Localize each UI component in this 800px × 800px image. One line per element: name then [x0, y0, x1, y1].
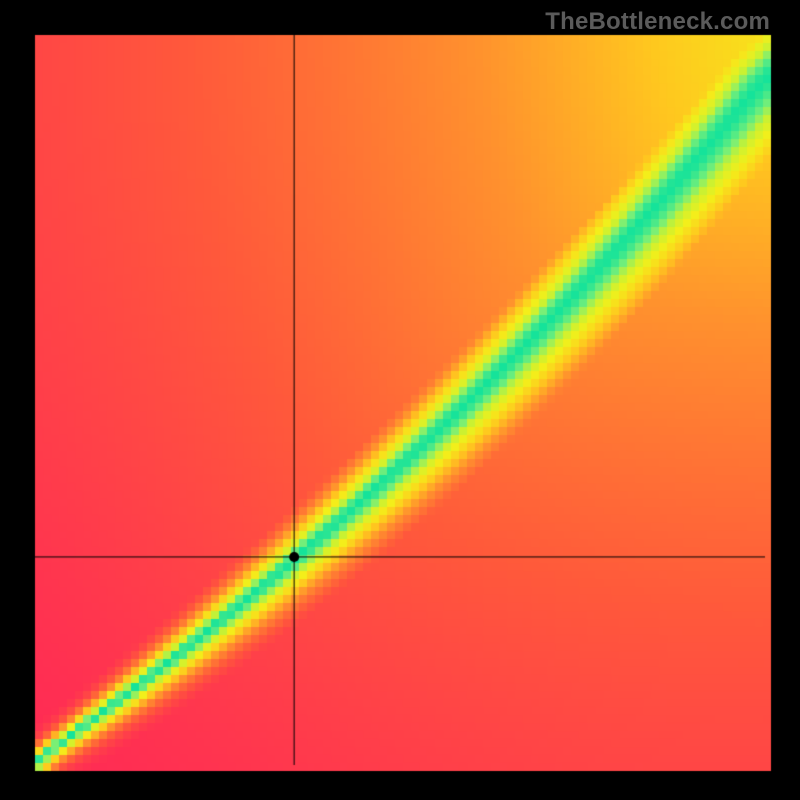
watermark-label: TheBottleneck.com [545, 8, 770, 36]
bottleneck-heatmap [0, 0, 800, 800]
